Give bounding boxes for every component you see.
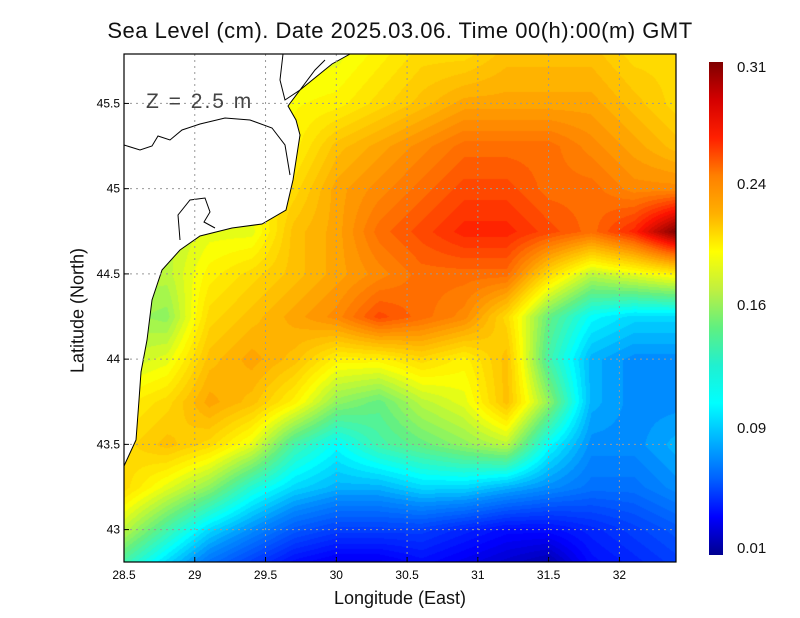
x-tick-label: 31.5 (537, 568, 561, 582)
colorbar-tick: 0.01 (737, 540, 767, 557)
x-tick-label: 29 (188, 568, 202, 582)
y-tick-label: 44 (107, 352, 121, 366)
x-tick-label: 32 (613, 568, 627, 582)
x-axis-label: Longitude (East) (333, 588, 467, 608)
inner-coastline (123, 117, 291, 176)
x-tick-label: 28.5 (112, 568, 136, 582)
bay-coastline (177, 197, 216, 241)
colorbar (709, 62, 723, 555)
plot-frame (123, 53, 677, 563)
delta-coastline (279, 53, 326, 101)
x-tick-label: 30 (330, 568, 344, 582)
y-tick-label: 44.5 (97, 267, 121, 281)
colorbar-tick: 0.24 (737, 176, 767, 193)
y-tick-label: 45.5 (97, 96, 121, 110)
chart-title: Sea Level (cm). Date 2025.03.06. Time 00… (107, 18, 693, 43)
colorbar-tick: 0.31 (737, 59, 767, 76)
colorbar-tick: 0.09 (737, 420, 767, 437)
depth-annotation: Z = 2.5 m (146, 90, 254, 113)
x-tick-label: 29.5 (254, 568, 278, 582)
colorbar-tick: 0.16 (737, 297, 767, 314)
x-tick-label: 31 (471, 568, 485, 582)
y-tick-label: 43 (107, 523, 121, 537)
x-tick-label: 30.5 (395, 568, 419, 582)
land-coastline (123, 53, 352, 467)
y-axis-label: Latitude (North) (67, 247, 88, 374)
y-tick-label: 45 (107, 182, 121, 196)
y-tick-label: 43.5 (97, 437, 121, 451)
